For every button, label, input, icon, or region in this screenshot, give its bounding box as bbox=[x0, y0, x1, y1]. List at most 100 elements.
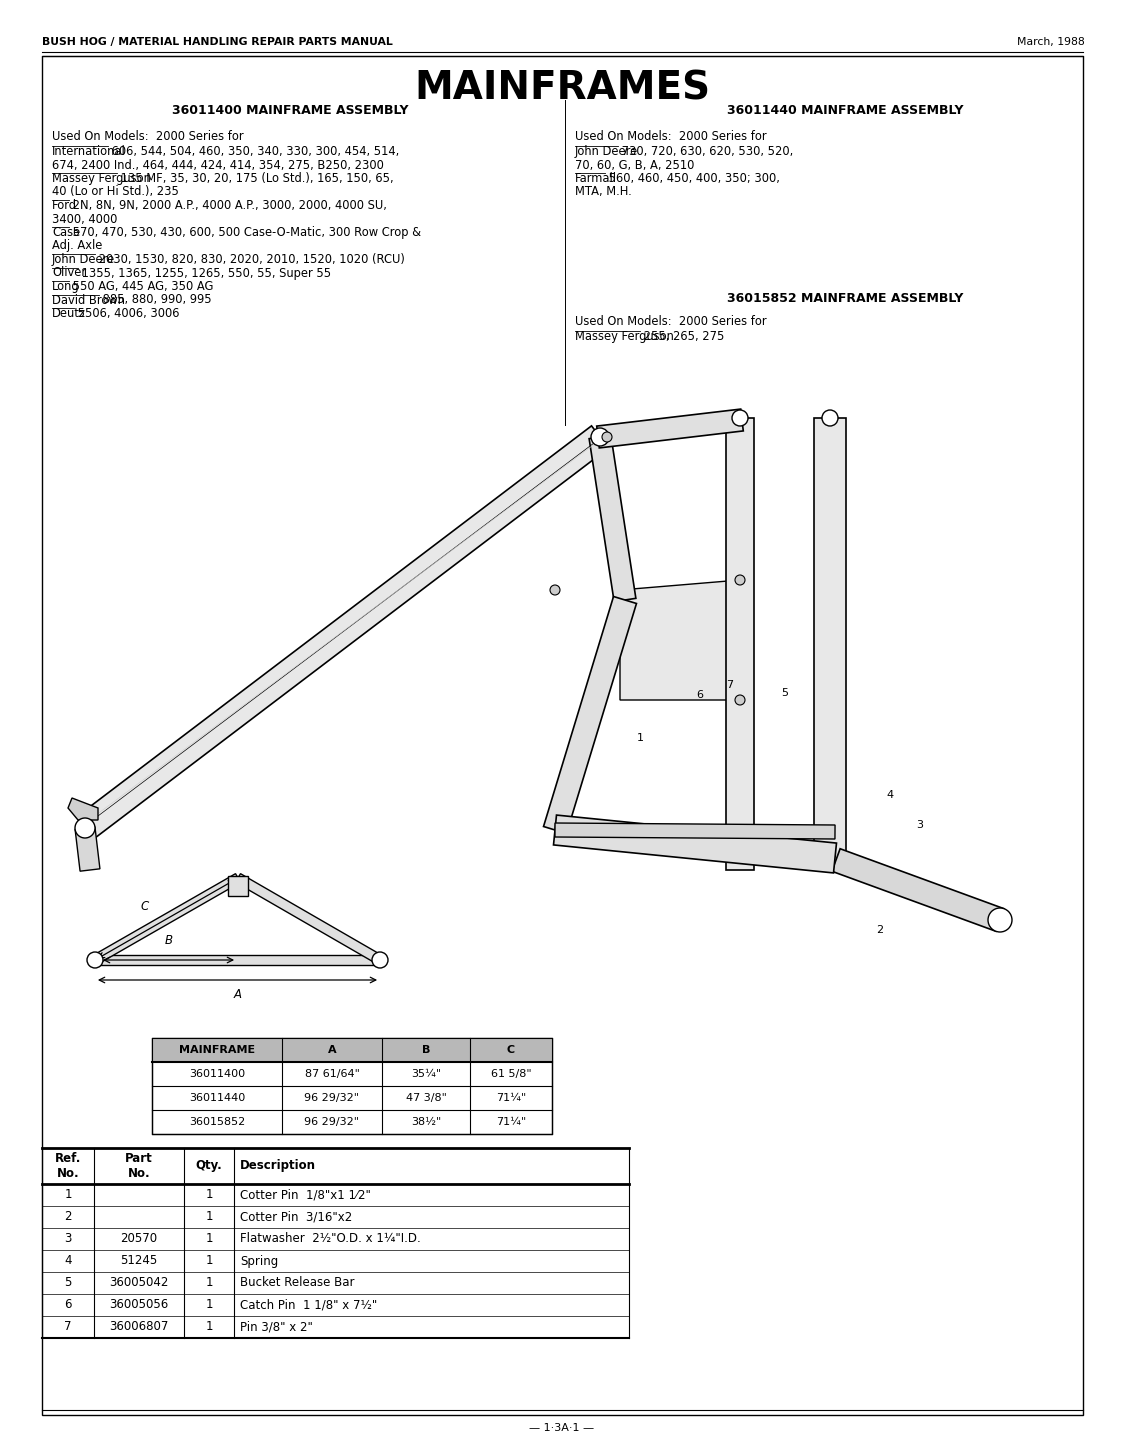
Bar bbox=[152, 1038, 552, 1061]
Text: Massey Ferguson: Massey Ferguson bbox=[575, 331, 674, 344]
Text: 5: 5 bbox=[64, 1277, 72, 1290]
Polygon shape bbox=[590, 435, 636, 601]
Polygon shape bbox=[543, 597, 637, 833]
Circle shape bbox=[822, 411, 838, 427]
Text: 1: 1 bbox=[205, 1210, 213, 1223]
Text: 70, 60, G, B, A, 2510: 70, 60, G, B, A, 2510 bbox=[575, 159, 694, 172]
Text: 135 MF, 35, 30, 20, 175 (Lo Std.), 165, 150, 65,: 135 MF, 35, 30, 20, 175 (Lo Std.), 165, … bbox=[117, 172, 394, 185]
Text: 3: 3 bbox=[64, 1232, 72, 1245]
Text: Pin 3/8" x 2": Pin 3/8" x 2" bbox=[240, 1321, 313, 1334]
Text: Long: Long bbox=[52, 280, 80, 293]
Text: 255, 265, 275: 255, 265, 275 bbox=[640, 331, 725, 344]
Text: 47 3/8": 47 3/8" bbox=[406, 1093, 447, 1104]
Text: Description: Description bbox=[240, 1159, 316, 1172]
Text: 36011400 MAINFRAME ASSEMBLY: 36011400 MAINFRAME ASSEMBLY bbox=[172, 103, 408, 116]
Polygon shape bbox=[235, 874, 382, 964]
Polygon shape bbox=[75, 827, 100, 871]
Text: 5506, 4006, 3006: 5506, 4006, 3006 bbox=[73, 307, 179, 320]
Text: Catch Pin  1 1/8" x 7½": Catch Pin 1 1/8" x 7½" bbox=[240, 1299, 377, 1312]
Text: B: B bbox=[422, 1045, 430, 1056]
Text: Ford: Ford bbox=[52, 199, 76, 213]
Text: International: International bbox=[52, 146, 126, 159]
Text: Cotter Pin  1/8"x1 1⁄2": Cotter Pin 1/8"x1 1⁄2" bbox=[240, 1188, 371, 1201]
Text: MAINFRAMES: MAINFRAMES bbox=[414, 68, 710, 106]
Text: Used On Models:  2000 Series for: Used On Models: 2000 Series for bbox=[575, 130, 766, 143]
Circle shape bbox=[735, 575, 745, 585]
Circle shape bbox=[591, 428, 609, 446]
Text: John Deere: John Deere bbox=[575, 146, 638, 159]
Text: 1: 1 bbox=[205, 1188, 213, 1201]
Text: David Brown: David Brown bbox=[52, 294, 125, 307]
Text: 1: 1 bbox=[64, 1188, 72, 1201]
Circle shape bbox=[75, 818, 94, 839]
Text: 5: 5 bbox=[782, 689, 789, 697]
Text: Oliver: Oliver bbox=[52, 266, 87, 280]
Text: 4: 4 bbox=[64, 1255, 72, 1268]
Text: 71¼": 71¼" bbox=[496, 1117, 526, 1127]
Text: C: C bbox=[141, 900, 150, 913]
Text: 38½": 38½" bbox=[411, 1117, 441, 1127]
Text: 61 5/8": 61 5/8" bbox=[490, 1069, 531, 1079]
Text: Farmall: Farmall bbox=[575, 172, 616, 185]
Text: 36005042: 36005042 bbox=[109, 1277, 169, 1290]
Text: 36015852: 36015852 bbox=[189, 1117, 245, 1127]
Text: Case: Case bbox=[52, 226, 80, 239]
Polygon shape bbox=[831, 849, 1005, 932]
Text: A: A bbox=[234, 989, 242, 1002]
Text: 550 AG, 445 AG, 350 AG: 550 AG, 445 AG, 350 AG bbox=[70, 280, 214, 293]
Text: Adj. Axle: Adj. Axle bbox=[52, 239, 102, 252]
Text: Ref.
No.: Ref. No. bbox=[55, 1152, 81, 1179]
Text: 7: 7 bbox=[64, 1321, 72, 1334]
Text: — 1·3A·1 —: — 1·3A·1 — bbox=[530, 1423, 595, 1433]
Text: Cotter Pin  3/16"x2: Cotter Pin 3/16"x2 bbox=[240, 1210, 352, 1223]
Text: BUSH HOG / MATERIAL HANDLING REPAIR PARTS MANUAL: BUSH HOG / MATERIAL HANDLING REPAIR PART… bbox=[42, 36, 393, 47]
Text: 2030, 1530, 820, 830, 2020, 2010, 1520, 1020 (RCU): 2030, 1530, 820, 830, 2020, 2010, 1520, … bbox=[96, 253, 405, 266]
Text: 1: 1 bbox=[205, 1277, 213, 1290]
Text: 1: 1 bbox=[205, 1299, 213, 1312]
Text: Bucket Release Bar: Bucket Release Bar bbox=[240, 1277, 354, 1290]
Text: 674, 2400 Ind., 464, 444, 424, 414, 354, 275, B250, 2300: 674, 2400 Ind., 464, 444, 424, 414, 354,… bbox=[52, 159, 384, 172]
Text: Deutz: Deutz bbox=[52, 307, 86, 320]
Circle shape bbox=[732, 411, 748, 427]
Text: 2N, 8N, 9N, 2000 A.P., 4000 A.P., 3000, 2000, 4000 SU,: 2N, 8N, 9N, 2000 A.P., 4000 A.P., 3000, … bbox=[70, 199, 387, 213]
Polygon shape bbox=[620, 579, 740, 700]
Text: 51245: 51245 bbox=[120, 1255, 158, 1268]
Text: 36015852 MAINFRAME ASSEMBLY: 36015852 MAINFRAME ASSEMBLY bbox=[727, 291, 963, 304]
Text: 2: 2 bbox=[876, 925, 883, 935]
Text: 36005056: 36005056 bbox=[109, 1299, 169, 1312]
Polygon shape bbox=[726, 418, 754, 871]
Text: 20570: 20570 bbox=[120, 1232, 158, 1245]
Text: 885, 880, 990, 995: 885, 880, 990, 995 bbox=[99, 294, 213, 307]
Text: Used On Models:  2000 Series for: Used On Models: 2000 Series for bbox=[575, 314, 766, 328]
Text: 36011440: 36011440 bbox=[189, 1093, 245, 1104]
Polygon shape bbox=[76, 425, 609, 839]
Text: 4: 4 bbox=[886, 791, 893, 799]
Polygon shape bbox=[68, 798, 98, 820]
Polygon shape bbox=[596, 409, 744, 448]
Text: MAINFRAME: MAINFRAME bbox=[179, 1045, 255, 1056]
Text: Massey Ferguson: Massey Ferguson bbox=[52, 172, 151, 185]
Text: 1355, 1365, 1255, 1265, 550, 55, Super 55: 1355, 1365, 1255, 1265, 550, 55, Super 5… bbox=[78, 266, 331, 280]
Text: 7: 7 bbox=[727, 680, 734, 690]
Text: 35¼": 35¼" bbox=[411, 1069, 441, 1079]
Polygon shape bbox=[94, 955, 380, 965]
Polygon shape bbox=[92, 874, 241, 964]
Text: 560, 460, 450, 400, 350; 300,: 560, 460, 450, 400, 350; 300, bbox=[605, 172, 780, 185]
Polygon shape bbox=[554, 815, 837, 874]
Text: 71¼": 71¼" bbox=[496, 1093, 526, 1104]
Text: Flatwasher  2½"O.D. x 1¼"I.D.: Flatwasher 2½"O.D. x 1¼"I.D. bbox=[240, 1232, 421, 1245]
Text: 40 (Lo or Hi Std.), 235: 40 (Lo or Hi Std.), 235 bbox=[52, 185, 179, 198]
Text: March, 1988: March, 1988 bbox=[1017, 36, 1084, 47]
Bar bbox=[228, 877, 248, 895]
Text: 6: 6 bbox=[696, 690, 703, 700]
Circle shape bbox=[372, 952, 388, 968]
Text: 570, 470, 530, 430, 600, 500 Case-O-Matic, 300 Row Crop &: 570, 470, 530, 430, 600, 500 Case-O-Mati… bbox=[70, 226, 422, 239]
Bar bbox=[152, 1038, 552, 1134]
Text: 96 29/32": 96 29/32" bbox=[305, 1093, 360, 1104]
Text: John Deere: John Deere bbox=[52, 253, 115, 266]
Text: 606, 544, 504, 460, 350, 340, 330, 300, 454, 514,: 606, 544, 504, 460, 350, 340, 330, 300, … bbox=[108, 146, 399, 159]
Text: Part
No.: Part No. bbox=[125, 1152, 153, 1179]
Text: 1: 1 bbox=[205, 1255, 213, 1268]
Polygon shape bbox=[555, 823, 835, 839]
Text: B: B bbox=[165, 933, 173, 946]
